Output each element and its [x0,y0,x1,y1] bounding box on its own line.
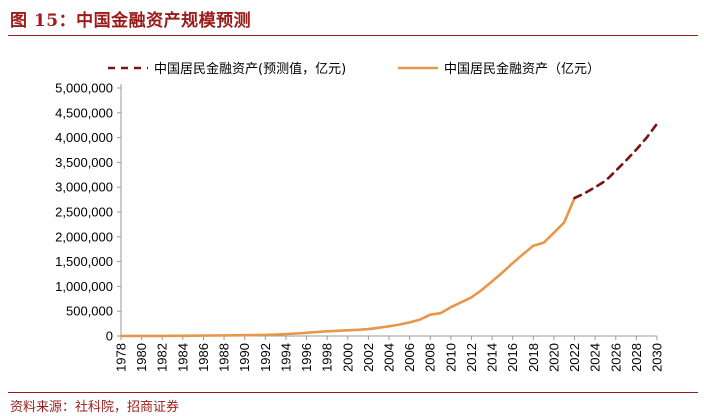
x-tick-label: 1992 [258,343,273,372]
figure-title: 图 15：中国金融资产规模预测 [10,11,252,31]
x-tick-label: 2020 [546,343,561,372]
x-tick-label: 2008 [423,343,438,372]
y-tick-label: 3,000,000 [55,180,113,195]
x-tick-label: 1986 [196,343,211,372]
x-tick-label: 1994 [278,343,293,372]
x-tick-label: 2014 [485,343,500,372]
y-tick-label: 4,000,000 [55,130,113,145]
x-tick-label: 1990 [237,343,252,372]
y-tick-label: 2,500,000 [55,205,113,220]
y-tick-label: 2,000,000 [55,229,113,244]
y-tick-label: 3,500,000 [55,155,113,170]
x-tick-label: 1980 [134,343,149,372]
y-tick-label: 1,000,000 [55,279,113,294]
y-tick-label: 5,000,000 [55,81,113,96]
x-tick-label: 2026 [608,343,623,372]
y-tick-label: 0 [106,329,113,344]
forecast-series-line [573,122,659,200]
y-tick-label: 1,500,000 [55,254,113,269]
source-note: 资料来源：社科院，招商证券 [10,400,180,415]
x-tick-label: 2028 [629,343,644,372]
x-tick-label: 1988 [217,343,232,372]
title-rule [8,35,698,36]
x-tick-label: 2018 [526,343,541,372]
x-tick-label: 1996 [299,343,314,372]
x-tick-label: 1978 [114,343,129,372]
x-tick-label: 2002 [361,343,376,372]
source-rule [8,392,698,393]
x-tick-label: 1982 [155,343,170,372]
x-tick-label: 2030 [650,343,665,372]
x-tick-label: 2012 [464,343,479,372]
x-tick-label: 2006 [402,343,417,372]
x-tick-label: 2016 [505,343,520,372]
legend-forecast-label: 中国居民金融资产(预测值，亿元) [154,61,346,77]
x-tick-label: 2022 [567,343,582,372]
legend-actual-label: 中国居民金融资产（亿元） [444,61,600,77]
actual-series-line [119,196,576,338]
x-tick-label: 2004 [382,343,397,372]
x-tick-label: 1998 [320,343,335,372]
x-tick-label: 2000 [340,343,355,372]
x-tick-label: 2010 [443,343,458,372]
y-tick-label: 4,500,000 [55,105,113,120]
x-tick-label: 1984 [175,343,190,372]
x-tick-label: 2024 [588,343,603,372]
y-tick-label: 500,000 [66,304,113,319]
